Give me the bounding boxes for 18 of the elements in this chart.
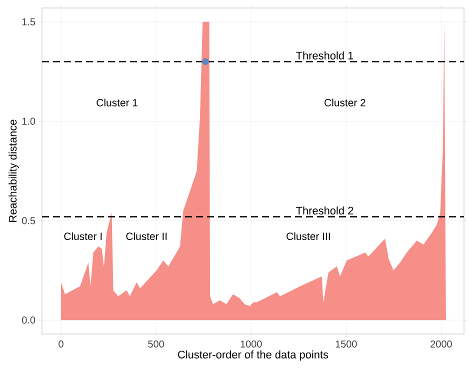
y-tick-label: 0.0 (22, 316, 36, 324)
annotation: Cluster III (286, 232, 330, 240)
annotation: Cluster 2 (324, 98, 366, 106)
x-axis-title: Cluster-order of the data points (178, 350, 328, 361)
x-tick-label: 0 (58, 340, 64, 348)
annotation: Cluster 1 (96, 98, 138, 106)
x-tick-label: 1000 (240, 340, 262, 348)
annotation: Cluster II (126, 232, 167, 240)
y-tick-label: 0.5 (22, 217, 36, 224)
x-tick-label: 2000 (430, 340, 452, 348)
x-tick-label: 500 (148, 340, 164, 348)
x-tick-label: 1500 (336, 340, 357, 348)
y-tick-label: 1.5 (22, 18, 36, 26)
y-tick-label: 1.0 (22, 118, 36, 125)
ref-line-label: Threshold 1 (296, 51, 354, 60)
y-axis-title: Reachability distance (8, 120, 19, 222)
ref-line-label: Threshold 2 (296, 206, 354, 215)
annotation: Cluster I (64, 232, 102, 240)
